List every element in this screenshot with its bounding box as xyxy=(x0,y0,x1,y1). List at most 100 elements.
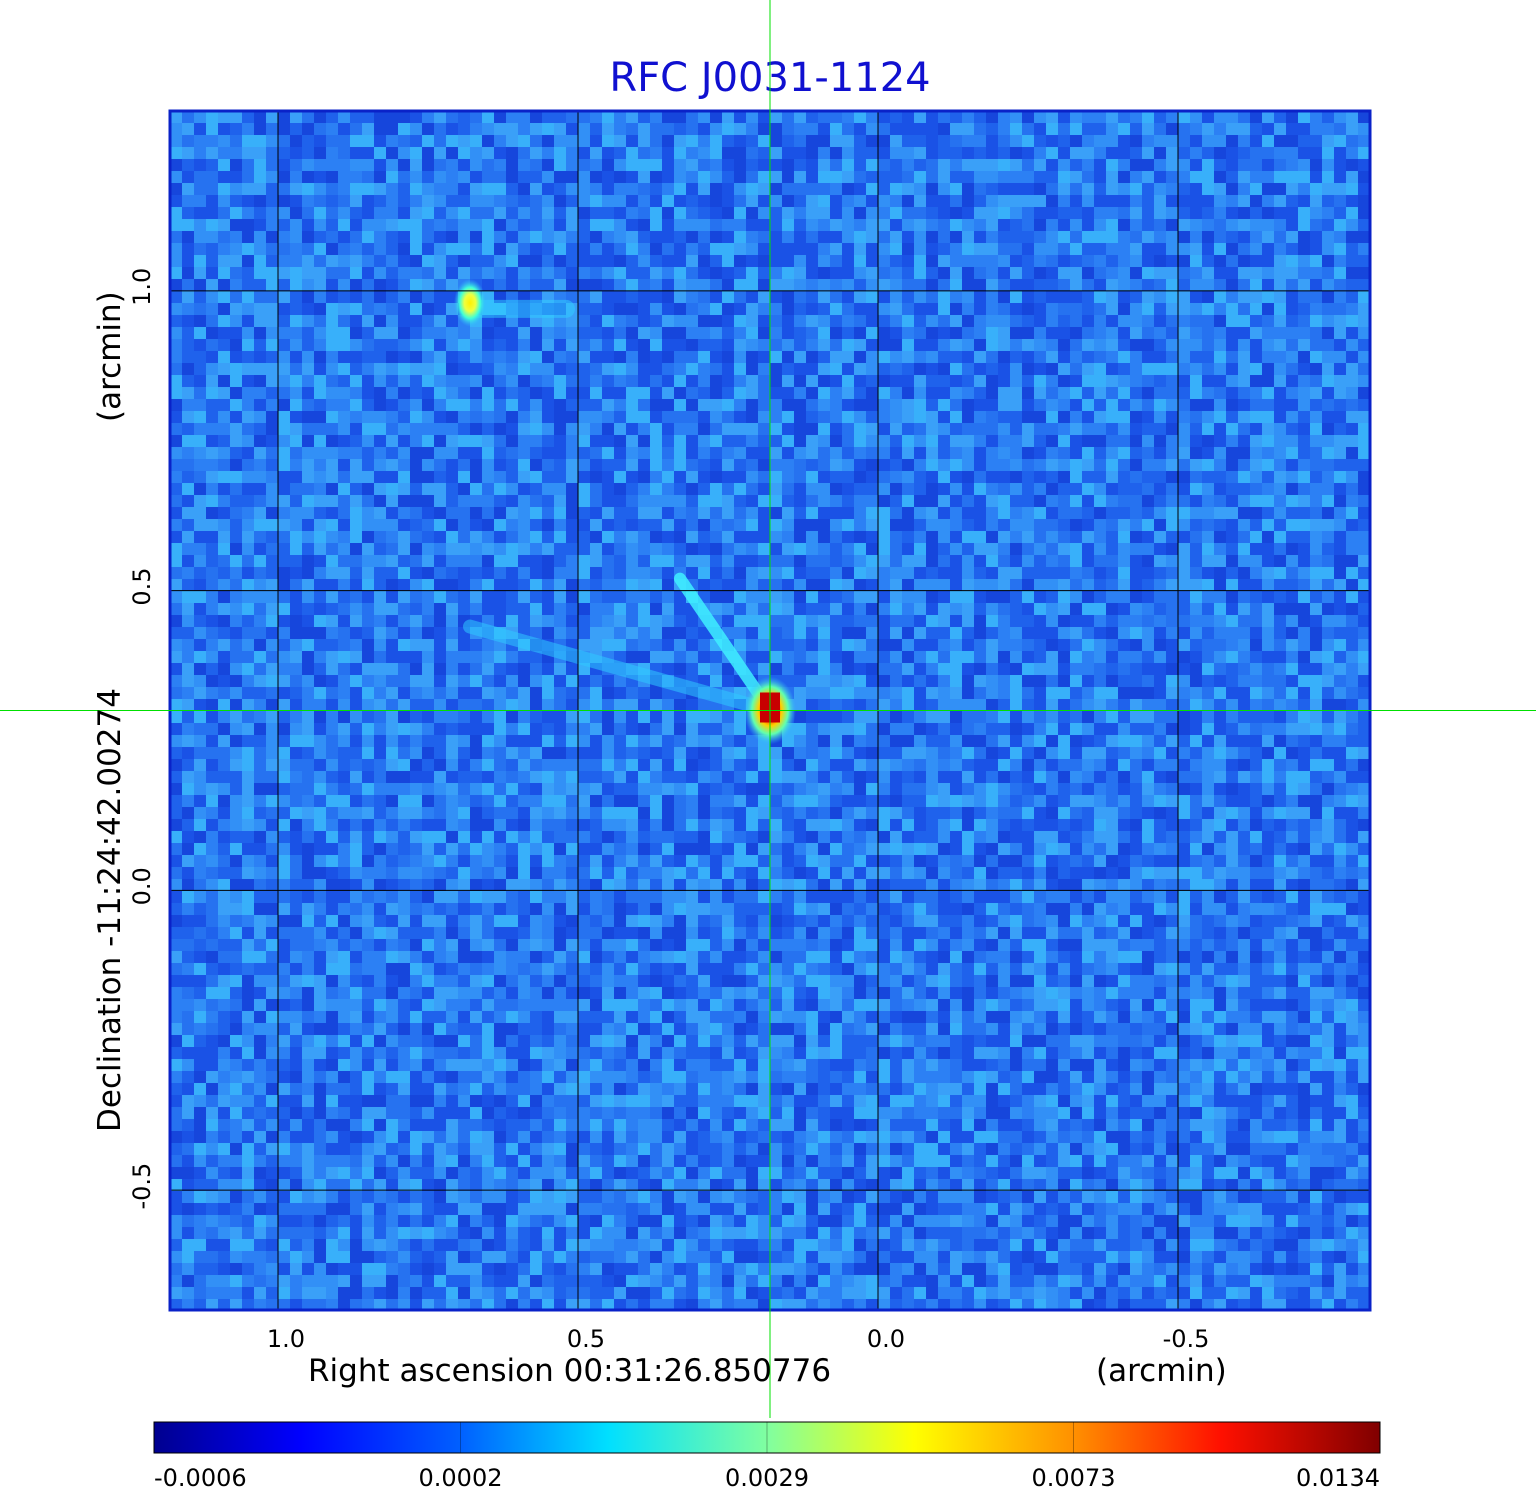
noise-cell xyxy=(326,399,338,411)
noise-cell xyxy=(938,579,950,591)
noise-cell xyxy=(1070,279,1082,291)
noise-cell xyxy=(698,663,710,675)
noise-cell xyxy=(626,411,638,423)
noise-cell xyxy=(242,627,254,639)
noise-cell xyxy=(302,531,314,543)
noise-cell xyxy=(182,435,194,447)
noise-cell xyxy=(842,135,854,147)
noise-cell xyxy=(410,411,422,423)
noise-cell xyxy=(770,519,782,531)
noise-cell xyxy=(746,351,758,363)
noise-cell xyxy=(446,663,458,675)
noise-cell xyxy=(578,399,590,411)
noise-cell xyxy=(206,459,218,471)
noise-cell xyxy=(338,687,350,699)
noise-cell xyxy=(1070,483,1082,495)
noise-cell xyxy=(746,423,758,435)
noise-cell xyxy=(1118,291,1130,303)
noise-cell xyxy=(482,267,494,279)
noise-cell xyxy=(1262,231,1274,243)
noise-cell xyxy=(806,579,818,591)
noise-cell xyxy=(554,507,566,519)
noise-cell xyxy=(446,363,458,375)
noise-cell xyxy=(974,411,986,423)
noise-cell xyxy=(530,123,542,135)
noise-cell xyxy=(1202,543,1214,555)
noise-cell xyxy=(1070,663,1082,675)
noise-cell xyxy=(674,411,686,423)
noise-cell xyxy=(1142,531,1154,543)
noise-cell xyxy=(1094,147,1106,159)
noise-cell xyxy=(1046,123,1058,135)
noise-cell xyxy=(866,411,878,423)
noise-cell xyxy=(398,663,410,675)
noise-cell xyxy=(974,171,986,183)
noise-cell xyxy=(722,123,734,135)
noise-cell xyxy=(1214,111,1226,123)
noise-cell xyxy=(998,603,1010,615)
noise-cell xyxy=(470,339,482,351)
noise-cell xyxy=(1082,147,1094,159)
noise-cell xyxy=(1322,171,1334,183)
noise-cell xyxy=(1226,495,1238,507)
noise-cell xyxy=(602,435,614,447)
noise-cell xyxy=(830,663,842,675)
noise-cell xyxy=(1022,255,1034,267)
noise-cell xyxy=(1178,387,1190,399)
noise-cell xyxy=(1154,387,1166,399)
noise-cell xyxy=(230,399,242,411)
noise-cell xyxy=(1190,555,1202,567)
noise-cell xyxy=(242,327,254,339)
noise-cell xyxy=(914,315,926,327)
noise-cell xyxy=(998,543,1010,555)
noise-cell xyxy=(950,579,962,591)
noise-cell xyxy=(950,207,962,219)
noise-cell xyxy=(674,111,686,123)
noise-cell xyxy=(602,639,614,651)
noise-cell xyxy=(266,579,278,591)
noise-cell xyxy=(350,627,362,639)
noise-cell xyxy=(734,447,746,459)
noise-cell xyxy=(1010,207,1022,219)
noise-cell xyxy=(1346,231,1358,243)
noise-cell xyxy=(1190,459,1202,471)
noise-cell xyxy=(170,411,182,423)
noise-cell xyxy=(338,219,350,231)
noise-cell xyxy=(482,651,494,663)
noise-cell xyxy=(1262,687,1274,699)
noise-cell xyxy=(986,315,998,327)
noise-cell xyxy=(950,195,962,207)
noise-cell xyxy=(506,519,518,531)
noise-cell xyxy=(398,471,410,483)
noise-cell xyxy=(1250,255,1262,267)
noise-cell xyxy=(602,591,614,603)
noise-cell xyxy=(398,627,410,639)
noise-cell xyxy=(986,123,998,135)
noise-cell xyxy=(362,471,374,483)
noise-cell xyxy=(986,195,998,207)
noise-cell xyxy=(170,279,182,291)
noise-cell xyxy=(698,111,710,123)
noise-cell xyxy=(278,507,290,519)
noise-cell xyxy=(554,399,566,411)
noise-cell xyxy=(446,447,458,459)
noise-cell xyxy=(218,315,230,327)
noise-cell xyxy=(1238,531,1250,543)
noise-cell xyxy=(422,591,434,603)
noise-cell xyxy=(866,687,878,699)
noise-cell xyxy=(950,351,962,363)
noise-cell xyxy=(278,531,290,543)
noise-cell xyxy=(1322,279,1334,291)
noise-cell xyxy=(278,471,290,483)
noise-cell xyxy=(866,387,878,399)
noise-cell xyxy=(362,483,374,495)
noise-cell xyxy=(1286,603,1298,615)
noise-cell xyxy=(494,423,506,435)
noise-cell xyxy=(710,279,722,291)
noise-cell xyxy=(974,567,986,579)
noise-cell xyxy=(590,423,602,435)
noise-cell xyxy=(206,111,218,123)
noise-cell xyxy=(1334,147,1346,159)
noise-cell xyxy=(530,423,542,435)
noise-cell xyxy=(722,363,734,375)
